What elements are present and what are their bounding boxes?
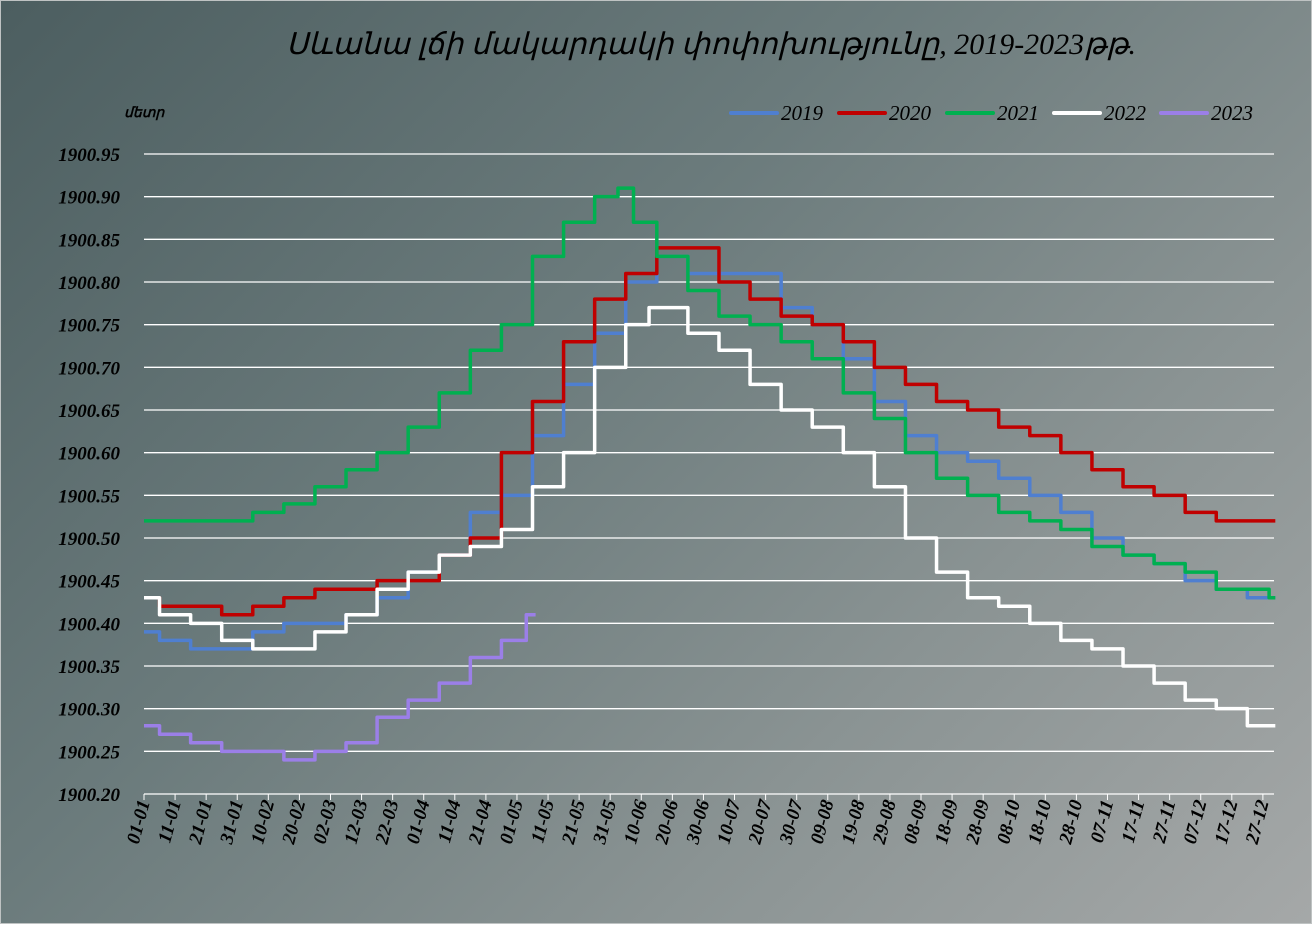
x-tick-label: 11-04 bbox=[434, 798, 465, 845]
y-tick-label: 1900.80 bbox=[58, 273, 120, 294]
x-tick-label: 07-12 bbox=[1180, 797, 1212, 846]
x-tick-label: 02-03 bbox=[310, 798, 342, 846]
chart-title: Սևանա լճի մակարդակի փոփոխությունը, 2019-… bbox=[286, 28, 1136, 61]
y-tick-label: 1900.65 bbox=[58, 401, 120, 422]
y-tick-label: 1900.30 bbox=[58, 700, 120, 721]
x-tick-label: 28-09 bbox=[962, 797, 994, 847]
y-tick-label: 1900.90 bbox=[58, 188, 120, 209]
x-tick-label: 21-05 bbox=[558, 797, 590, 847]
x-tick-label: 18-09 bbox=[931, 797, 963, 846]
x-tick-label: 18-10 bbox=[1024, 797, 1056, 846]
x-tick-label: 19-08 bbox=[838, 797, 870, 846]
x-tick-label: 01-04 bbox=[403, 798, 435, 846]
series-line-2021 bbox=[144, 186, 1276, 600]
x-tick-label: 27-11 bbox=[1149, 798, 1181, 846]
x-tick-label: 20-06 bbox=[651, 797, 683, 847]
x-tick-label: 12-03 bbox=[341, 798, 373, 846]
x-tick-label: 22-03 bbox=[371, 798, 403, 847]
legend-label-2023: 2023 bbox=[1211, 101, 1253, 125]
x-tick-label: 10-02 bbox=[247, 797, 279, 846]
legend-label-2022: 2022 bbox=[1104, 101, 1147, 125]
legend-label-2021: 2021 bbox=[997, 101, 1039, 125]
legend-label-2020: 2020 bbox=[889, 101, 932, 125]
x-tick-label: 27-12 bbox=[1242, 797, 1274, 847]
x-tick-label: 10-06 bbox=[620, 797, 652, 846]
series-line-2023 bbox=[144, 613, 536, 762]
x-tick-label: 11-01 bbox=[154, 798, 185, 845]
y-tick-label: 1900.95 bbox=[58, 145, 120, 166]
x-tick-label: 17-11 bbox=[1118, 798, 1149, 845]
y-tick-label: 1900.45 bbox=[58, 572, 120, 593]
x-tick-label: 07-11 bbox=[1087, 798, 1118, 845]
x-tick-label: 31-01 bbox=[216, 798, 248, 847]
x-tick-label: 09-08 bbox=[807, 797, 839, 846]
y-axis-unit: մետր bbox=[124, 106, 165, 121]
x-tick-label: 30-06 bbox=[682, 797, 714, 847]
x-tick-label: 29-08 bbox=[869, 797, 901, 847]
x-tick-label: 21-04 bbox=[465, 798, 497, 847]
y-tick-label: 1900.35 bbox=[58, 657, 120, 678]
x-tick-label: 28-10 bbox=[1055, 797, 1087, 847]
x-tick-label: 11-05 bbox=[527, 797, 559, 845]
x-tick-label: 17-12 bbox=[1211, 797, 1243, 846]
x-tick-label: 20-07 bbox=[744, 796, 776, 847]
legend-label-2019: 2019 bbox=[781, 101, 824, 125]
y-tick-label: 1900.25 bbox=[58, 742, 120, 763]
x-tick-label: 20-02 bbox=[278, 797, 310, 847]
x-tick-label: 10-07 bbox=[714, 796, 746, 846]
y-tick-label: 1900.40 bbox=[58, 614, 120, 635]
x-tick-label: 08-09 bbox=[900, 797, 932, 846]
y-tick-label: 1900.60 bbox=[58, 444, 120, 465]
x-tick-label: 30-07 bbox=[775, 796, 807, 847]
x-tick-label: 08-10 bbox=[993, 797, 1025, 846]
y-tick-label: 1900.70 bbox=[58, 358, 120, 379]
y-tick-label: 1900.55 bbox=[58, 486, 120, 507]
y-tick-label: 1900.20 bbox=[58, 785, 120, 806]
x-tick-label: 01-05 bbox=[496, 797, 528, 846]
series-line-2020 bbox=[144, 246, 1276, 617]
y-tick-label: 1900.50 bbox=[58, 529, 120, 550]
y-tick-label: 1900.75 bbox=[58, 316, 120, 337]
y-tick-label: 1900.85 bbox=[58, 230, 120, 251]
x-tick-label: 01-01 bbox=[123, 798, 155, 846]
x-tick-label: 21-01 bbox=[185, 798, 217, 847]
series-line-2022 bbox=[144, 305, 1276, 728]
x-tick-label: 31-05 bbox=[589, 797, 621, 847]
